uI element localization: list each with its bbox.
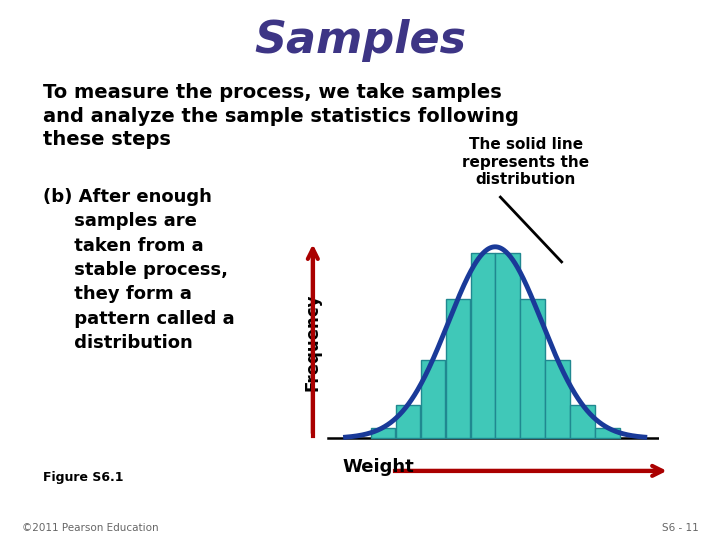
Bar (570, 405, 595, 438)
Bar (521, 299, 545, 438)
Bar (495, 253, 520, 438)
Bar (371, 428, 395, 438)
Text: ©2011 Pearson Education: ©2011 Pearson Education (22, 523, 158, 533)
Text: Figure S6.1: Figure S6.1 (43, 471, 124, 484)
Text: Frequency: Frequency (304, 294, 322, 391)
Bar (446, 299, 470, 438)
Bar (471, 253, 495, 438)
Text: Weight: Weight (342, 458, 414, 476)
Text: To measure the process, we take samples
and analyze the sample statistics follow: To measure the process, we take samples … (43, 83, 519, 149)
Bar (420, 360, 445, 438)
Text: Samples: Samples (254, 19, 466, 62)
Text: The solid line
represents the
distribution: The solid line represents the distributi… (462, 137, 589, 187)
Bar (545, 360, 570, 438)
Text: (b) After enough
     samples are
     taken from a
     stable process,
     th: (b) After enough samples are taken from … (43, 188, 235, 352)
Bar (595, 428, 619, 438)
Text: S6 - 11: S6 - 11 (662, 523, 698, 533)
Bar (396, 405, 420, 438)
